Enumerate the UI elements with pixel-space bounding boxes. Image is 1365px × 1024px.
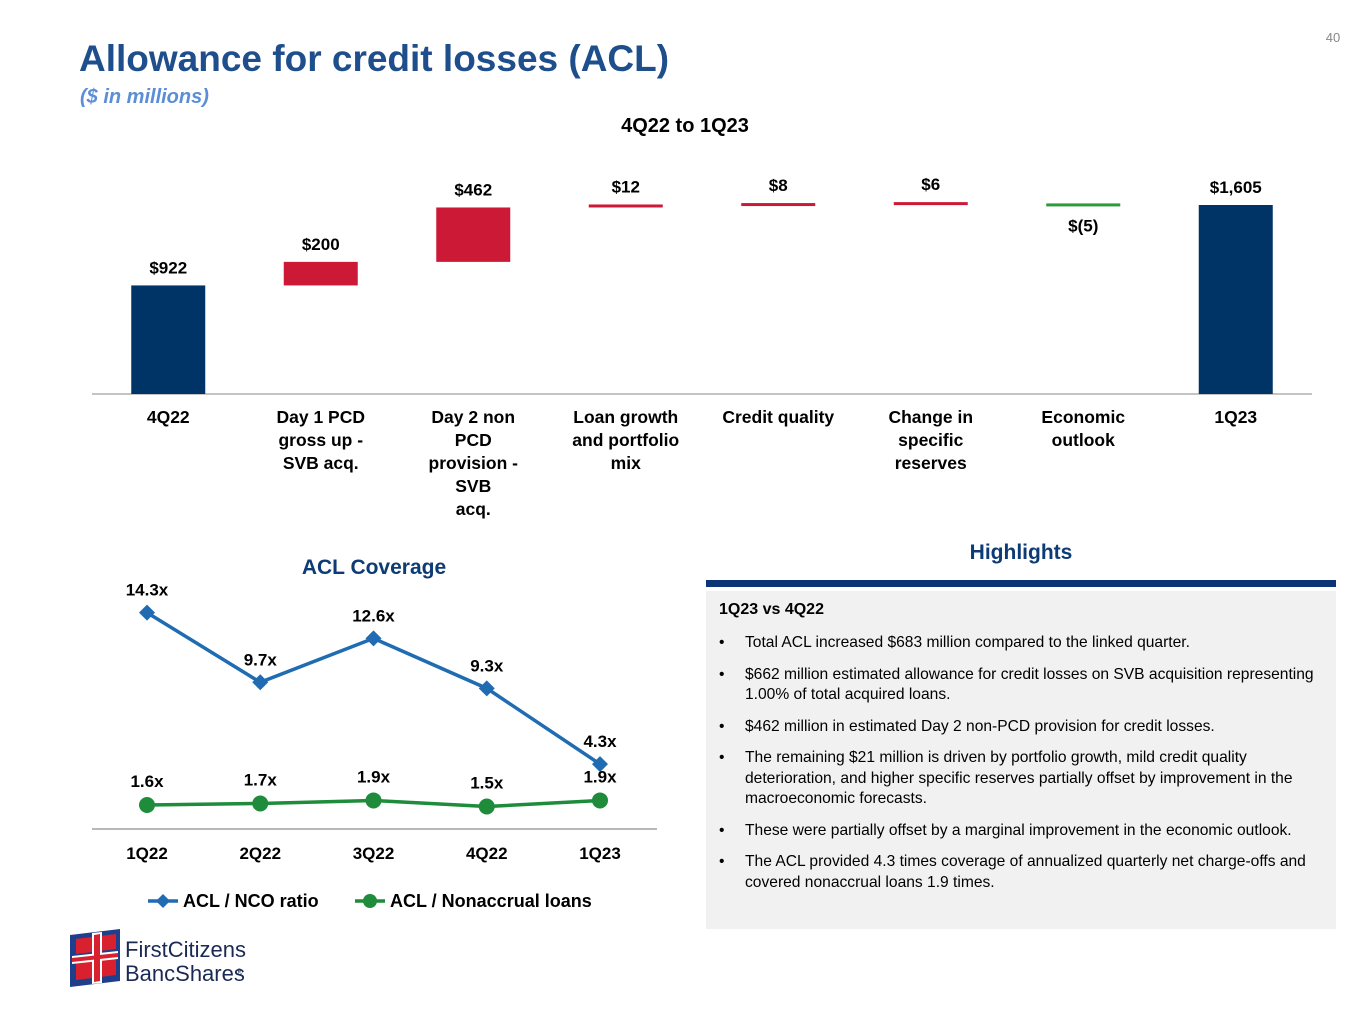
coverage-category-label: 4Q22 — [466, 844, 508, 863]
waterfall-value-label: $200 — [302, 235, 340, 254]
flag-icon — [70, 929, 120, 987]
waterfall-category-label: Loan growth and portfolio mix — [572, 407, 679, 473]
coverage-point-circle — [365, 792, 382, 809]
coverage-category-label: 1Q23 — [579, 844, 621, 863]
coverage-point-circle — [592, 792, 608, 809]
coverage-data-label: 9.3x — [470, 656, 504, 675]
waterfall-value-label: $1,605 — [1210, 178, 1262, 197]
coverage-point-circle — [252, 795, 269, 812]
coverage-point-diamond — [592, 756, 608, 773]
waterfall-value-label: $8 — [769, 176, 788, 195]
waterfall-value-label: $(5) — [1068, 216, 1098, 235]
waterfall-value-label: $462 — [454, 180, 492, 199]
highlights-bullet-list: Total ACL increased $683 million compare… — [719, 633, 1327, 904]
coverage-point-circle — [139, 797, 155, 813]
legend-label: ACL / Nonaccrual loans — [390, 891, 592, 911]
logo-line-2: BancShares — [125, 961, 245, 986]
waterfall-bar — [1198, 205, 1273, 394]
legend-swatch-marker — [363, 894, 377, 908]
coverage-data-label: 1.5x — [470, 774, 504, 793]
waterfall-chart: 4Q22 to 1Q23 $922 4Q22 $200 Day 1 PCD gross u… — [92, 115, 1312, 519]
waterfall-category-label: 1Q23 — [1214, 407, 1257, 427]
acl-coverage-chart: ACL Coverage 1Q22 2Q22 3Q22 4Q22 1Q23 14.3x 9.7… — [92, 556, 657, 911]
highlight-bullet: Total ACL increased $683 million compare… — [719, 633, 1327, 654]
highlights-divider — [706, 580, 1336, 587]
waterfall-category-label: Economic outlook — [1041, 407, 1125, 450]
waterfall-category-label: Day 2 non PCD provision -SVB acq. — [429, 407, 519, 519]
coverage-data-label: 1.6x — [130, 772, 164, 791]
coverage-category-label: 1Q22 — [126, 844, 168, 863]
legend-swatch-marker — [156, 894, 170, 908]
company-logo: FirstCitizens BancShares ® — [70, 929, 246, 987]
logo-registered: ® — [236, 967, 243, 977]
highlight-bullet: The remaining $21 million is driven by p… — [719, 748, 1327, 810]
waterfall-value-label: $922 — [149, 258, 187, 277]
highlight-bullet: These were partially offset by a margina… — [719, 821, 1327, 842]
coverage-point-diamond — [365, 630, 382, 647]
coverage-point-diamond — [139, 604, 155, 621]
highlights-subheading: 1Q23 vs 4Q22 — [719, 601, 824, 618]
waterfall-category-label: Credit quality — [722, 407, 834, 427]
page-title: Allowance for credit losses (ACL) — [79, 38, 670, 79]
waterfall-bar — [283, 261, 358, 286]
highlight-bullet: The ACL provided 4.3 times coverage of a… — [719, 852, 1327, 893]
coverage-data-label: 9.7x — [244, 650, 278, 669]
coverage-point-diamond — [252, 674, 269, 691]
legend-label: ACL / NCO ratio — [183, 891, 319, 911]
coverage-data-label: 14.3x — [126, 581, 169, 600]
coverage-data-label: 1.9x — [583, 767, 617, 786]
coverage-data-label: 4.3x — [583, 732, 617, 751]
coverage-point-diamond — [478, 680, 495, 697]
waterfall-category-label: Day 1 PCD gross up -SVB acq. — [276, 407, 365, 473]
coverage-point-circle — [478, 798, 495, 815]
waterfall-value-label: $6 — [921, 175, 940, 194]
coverage-category-label: 2Q22 — [239, 844, 281, 863]
page-number: 40 — [1325, 30, 1341, 45]
highlights-heading: Highlights — [969, 541, 1073, 564]
coverage-data-label: 1.7x — [244, 770, 278, 789]
page-subtitle: ($ in millions) — [80, 86, 209, 108]
waterfall-bar — [893, 202, 968, 206]
waterfall-title: 4Q22 to 1Q23 — [621, 115, 749, 137]
highlight-bullet: $662 million estimated allowance for cre… — [719, 665, 1327, 706]
waterfall-category-label: Change in specific reserves — [888, 407, 973, 473]
coverage-title: ACL Coverage — [302, 556, 446, 579]
waterfall-bar — [741, 203, 816, 207]
highlight-bullet: $462 million in estimated Day 2 non-PCD … — [719, 717, 1327, 738]
waterfall-bar — [1046, 203, 1121, 207]
waterfall-bar — [436, 207, 511, 262]
coverage-data-label: 1.9x — [357, 767, 391, 786]
waterfall-value-label: $12 — [612, 177, 640, 196]
coverage-category-label: 3Q22 — [353, 844, 395, 863]
coverage-data-label: 12.6x — [352, 606, 395, 625]
waterfall-bar — [588, 204, 663, 208]
logo-line-1: FirstCitizens — [125, 937, 246, 962]
waterfall-category-label: 4Q22 — [147, 407, 190, 427]
waterfall-bar — [131, 285, 206, 394]
